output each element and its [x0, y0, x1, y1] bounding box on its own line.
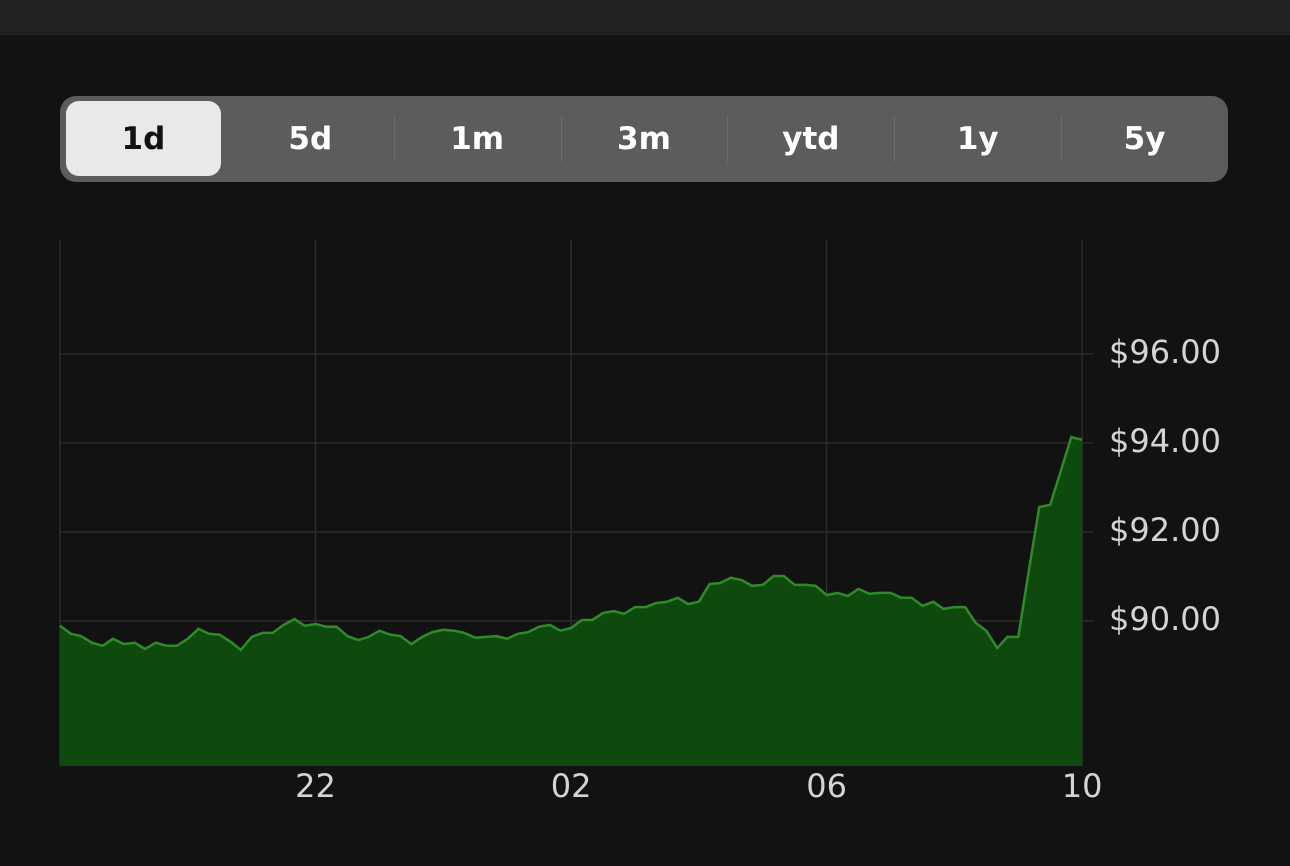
price-area — [60, 437, 1083, 766]
x-tick-label: 10 — [1062, 767, 1103, 805]
range-tab[interactable]: 5y — [1123, 120, 1166, 157]
price-line — [59, 435, 1083, 652]
range-tab[interactable]: 1d — [66, 101, 221, 176]
x-tick-label: 22 — [295, 767, 336, 805]
y-tick-label: $90.00 — [1109, 600, 1221, 638]
range-tab[interactable]: 1y — [956, 120, 999, 157]
range-selector: 1d 5d 1m 3m ytd 1y 5y — [60, 96, 1228, 182]
range-tab[interactable]: 5d — [288, 120, 333, 157]
y-tick-label: $96.00 — [1109, 333, 1221, 371]
range-tab[interactable]: 1m — [450, 120, 505, 157]
x-tick-label: 06 — [806, 767, 847, 805]
tab-separator — [560, 116, 562, 162]
tab-separator — [894, 116, 896, 162]
y-tick-label: $94.00 — [1109, 422, 1221, 460]
top-bar — [0, 0, 1290, 35]
tab-separator — [393, 116, 395, 162]
range-tab[interactable]: ytd — [782, 120, 840, 157]
tab-separator — [1061, 116, 1063, 162]
tab-separator — [727, 116, 729, 162]
range-tab[interactable]: 3m — [617, 120, 671, 157]
y-tick-label: $92.00 — [1109, 511, 1221, 549]
x-tick-label: 02 — [551, 767, 592, 805]
